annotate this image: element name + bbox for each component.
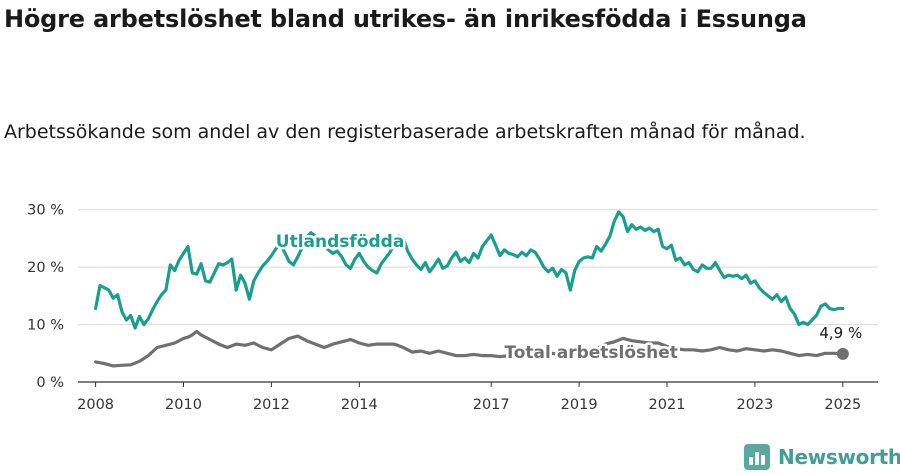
series-label-utlandsfodda: Utlandsfödda [276, 232, 405, 252]
x-tick-label: 2012 [253, 397, 290, 413]
x-tick-label: 2017 [473, 397, 510, 413]
x-tick-label: 2025 [824, 397, 861, 413]
x-tick-label: 2023 [736, 397, 773, 413]
x-tick-label: 2008 [77, 397, 114, 413]
series-line-total [94, 329, 845, 368]
series-lines [94, 210, 849, 368]
chart-subtitle: Arbetssökande som andel av den registerb… [4, 121, 806, 143]
y-tick-label: 0 % [36, 375, 64, 391]
end-value-label: 4,9 % [819, 324, 862, 342]
x-tick-label: 2021 [649, 397, 686, 413]
newsworthy-logo-icon [744, 444, 770, 470]
series-line-utlandsfodda [94, 210, 845, 330]
y-tick-label: 10 % [27, 318, 64, 334]
series-labels: 4,9 % Utlandsfödda Total arbetslöshet [273, 230, 862, 366]
grid-lines: 0 % 10 % 20 % 30 % [27, 203, 878, 391]
x-axis: 2008 2010 2012 2014 2017 2019 2021 2023 2025 [77, 381, 878, 413]
series-end-point [836, 347, 849, 360]
line-chart: 0 % 10 % 20 % 30 % 2008 2010 2012 2014 2017 2019… [27, 203, 878, 413]
chart-title: Högre arbetslöshet bland utrikes- än inr… [4, 5, 807, 33]
newsworthy-brand: Newsworthy [744, 442, 900, 472]
brand-name: Newsworthy [778, 445, 900, 469]
x-tick-label: 2019 [561, 397, 598, 413]
x-tick-label: 2010 [165, 397, 202, 413]
x-tick-label: 2014 [341, 397, 378, 413]
y-tick-label: 20 % [27, 260, 64, 276]
series-label-total: Total arbetslöshet [504, 343, 678, 363]
y-tick-label: 30 % [27, 203, 64, 219]
